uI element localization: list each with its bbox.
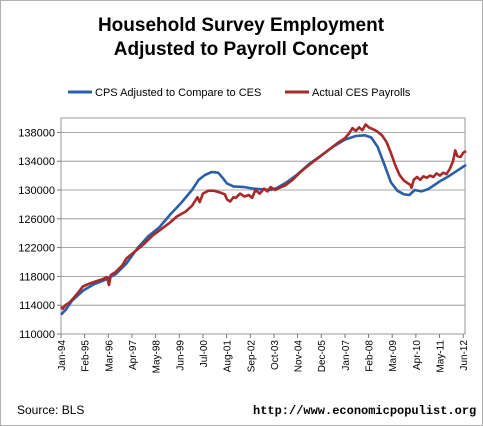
xtick-label-Mar-96: Mar-96: [104, 340, 115, 372]
plot-area: 110000 114000 118000 122000 126000 130000 1340…: [18, 117, 470, 374]
chart-title-line-2: Adjusted to Payroll Concept: [114, 39, 369, 60]
ytick-label-130000: 130000: [18, 185, 55, 197]
ytick-label-126000: 126000: [18, 214, 55, 226]
series-line-cps-adjusted: [60, 134, 467, 316]
xtick-label-Jan-94: Jan-94: [57, 340, 68, 371]
xtick-label-Feb-95: Feb-95: [81, 340, 92, 372]
ytick-label-118000: 118000: [19, 271, 55, 283]
xtick-label-Jun-99: Jun-99: [175, 340, 186, 371]
xtick-label-Feb-08: Feb-08: [365, 340, 376, 372]
legend: CPS Adjusted to Compare to CES Actual CE…: [68, 87, 411, 99]
ytick-label-138000: 138000: [18, 127, 55, 139]
xtick-label-Oct-03: Oct-03: [270, 340, 281, 370]
legend-label-cps: CPS Adjusted to Compare to CES: [95, 87, 261, 99]
xtick-label-Jun-12: Jun-12: [459, 340, 470, 371]
xtick-label-Nov-04: Nov-04: [294, 340, 305, 373]
legend-label-ces: Actual CES Payrolls: [312, 87, 411, 99]
xtick-label-Aug-01: Aug-01: [223, 340, 234, 373]
ytick-label-110000: 110000: [19, 329, 55, 341]
plot-border: [60, 117, 466, 335]
xtick-label-Mar-09: Mar-09: [388, 340, 399, 372]
xtick-label-Apr-97: Apr-97: [128, 340, 139, 370]
source-label: Source: BLS: [17, 403, 84, 417]
xtick-label-Jul-00: Jul-00: [199, 340, 210, 368]
xtick-label-Dec-05: Dec-05: [317, 340, 328, 373]
source-url: http://www.economicpopulist.org: [253, 404, 476, 418]
xtick-label-May-11: May-11: [436, 340, 447, 373]
series-line-ces-payrolls: [59, 123, 467, 311]
xtick-label-Jan-07: Jan-07: [341, 340, 352, 371]
xtick-label-May-98: May-98: [152, 340, 163, 374]
xtick-label-Sep-02: Sep-02: [246, 340, 257, 373]
ytick-label-134000: 134000: [18, 156, 55, 168]
xtick-label-Apr-10: Apr-10: [412, 340, 423, 370]
chart-title-line-1: Household Survey Employment: [98, 15, 385, 36]
ytick-label-114000: 114000: [19, 300, 55, 312]
ytick-label-122000: 122000: [18, 243, 55, 255]
